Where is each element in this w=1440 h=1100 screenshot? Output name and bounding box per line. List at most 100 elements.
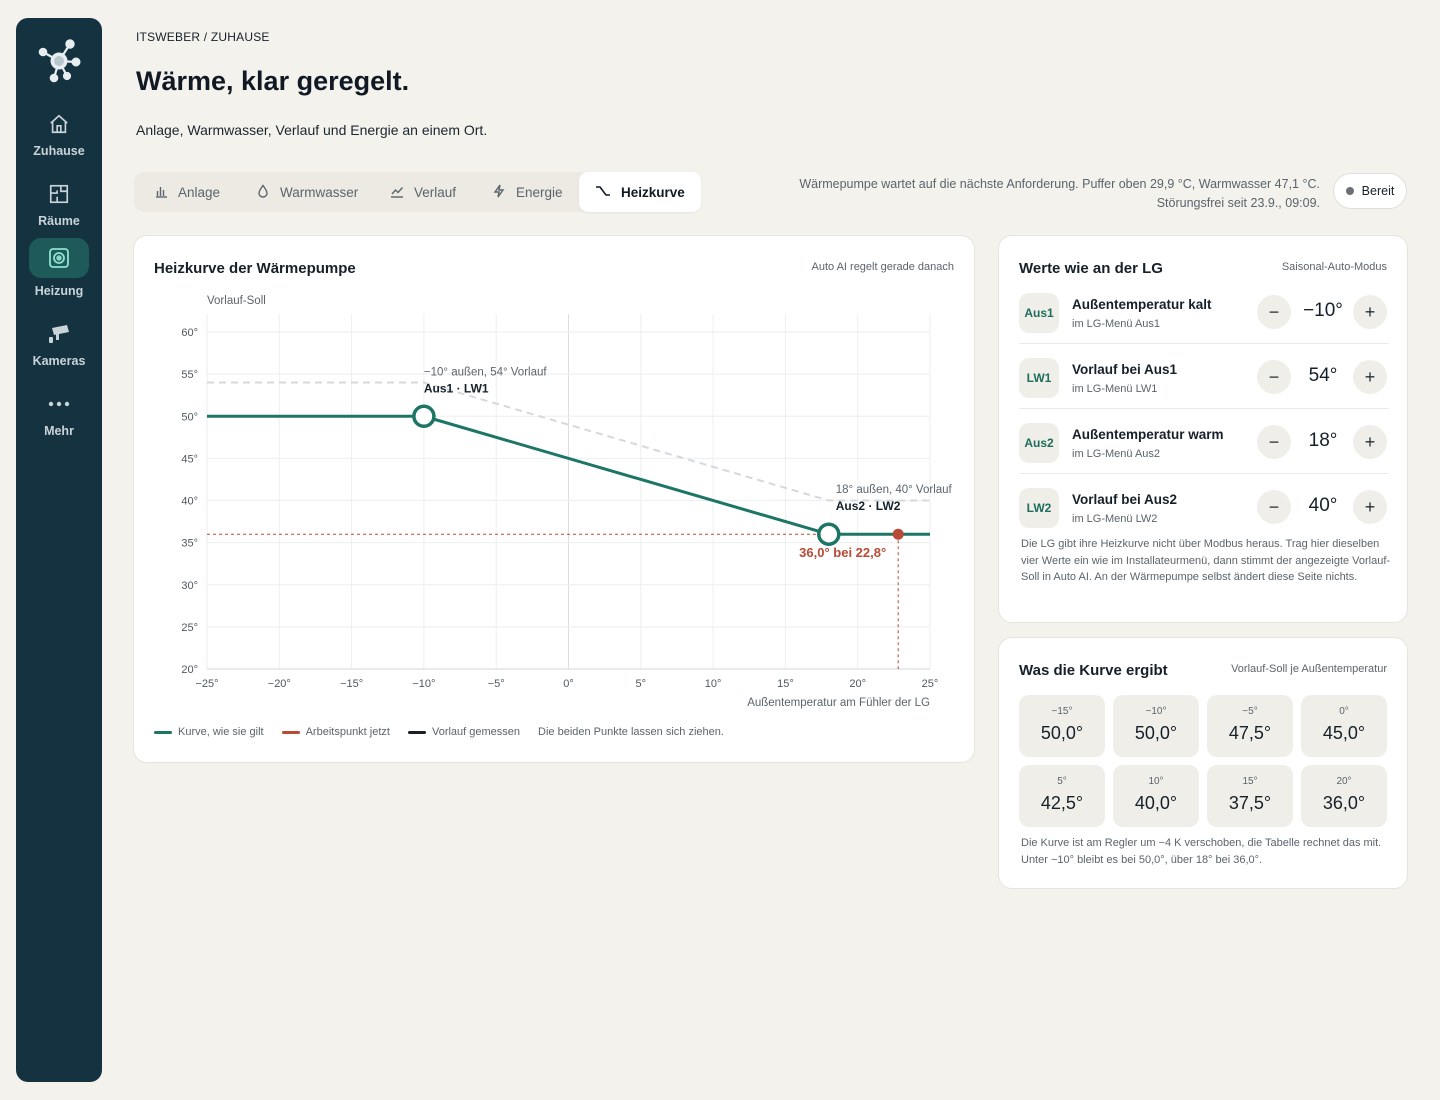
legend-item-point: Arbeitspunkt jetzt <box>281 726 390 738</box>
lg-row-value: 18° <box>1308 430 1338 451</box>
card-title: Was die Kurve ergibt <box>1019 662 1168 679</box>
card-note: Saisonal-Auto-Modus <box>1281 261 1387 273</box>
curve-handle[interactable] <box>817 522 841 546</box>
tab-bar: Anlage Warmwasser Verlauf Energie Heizku… <box>134 172 701 212</box>
floorplan-icon <box>45 180 73 208</box>
nav-item-zuhause[interactable]: Zuhause <box>16 110 102 174</box>
tab-heizkurve[interactable]: Heizkurve <box>579 172 701 212</box>
nav-item-heizung[interactable]: Heizung <box>16 238 102 314</box>
tab-label: Energie <box>516 184 563 200</box>
status-text: Wärmepumpe wartet auf die nächste Anford… <box>799 175 1320 213</box>
card-title: Heizkurve der Wärmepumpe <box>154 260 356 277</box>
x-tick-label: 25° <box>922 678 939 690</box>
tile-temp: 20° <box>1336 776 1352 787</box>
decrement-button[interactable]: − <box>1257 490 1291 524</box>
nav-label: Zuhause <box>33 144 85 158</box>
y-axis-label: Vorlauf-Soll <box>207 295 266 307</box>
legend-swatch <box>407 730 426 734</box>
code-badge: LW1 <box>1019 358 1059 398</box>
legend-label: Arbeitspunkt jetzt <box>305 726 390 738</box>
operating-point-marker <box>892 528 904 540</box>
increment-button[interactable]: + <box>1353 425 1387 459</box>
lg-row-name: Außentemperatur warm <box>1072 427 1224 442</box>
lg-values-card: Werte wie an der LG Saisonal-Auto-Modus … <box>998 235 1408 623</box>
plus-icon: + <box>1364 496 1376 517</box>
status-badge-label: Bereit <box>1361 184 1395 198</box>
result-tile: −10° 50,0° <box>1113 695 1199 757</box>
legend-swatch <box>281 730 300 734</box>
result-tile: 20° 36,0° <box>1301 765 1387 827</box>
page-title: Wärme, klar geregelt. <box>136 66 410 96</box>
legend-item-measured: Vorlauf gemessen <box>407 726 520 738</box>
plus-icon: + <box>1364 366 1376 387</box>
x-tick-label: −20° <box>268 678 291 690</box>
increment-button[interactable]: + <box>1353 360 1387 394</box>
minus-icon: − <box>1268 366 1280 387</box>
tile-value: 45,0° <box>1322 723 1366 743</box>
card-note: Vorlauf-Soll je Außentemperatur <box>1231 663 1387 675</box>
tab-anlage[interactable]: Anlage <box>154 172 220 212</box>
reference-curve <box>207 381 930 502</box>
legend-hint: Die beiden Punkte lassen sich ziehen. <box>538 726 724 738</box>
code-badge: Aus2 <box>1019 423 1059 463</box>
result-tile: −5° 47,5° <box>1207 695 1293 757</box>
decrement-button[interactable]: − <box>1257 360 1291 394</box>
y-tick-label: 60° <box>181 327 198 339</box>
tile-value: 50,0° <box>1134 723 1178 743</box>
increment-button[interactable]: + <box>1353 490 1387 524</box>
lg-row-value: −10° <box>1303 300 1343 321</box>
operating-point-label: 36,0° bei 22,8° <box>799 545 886 560</box>
tab-label: Anlage <box>178 184 221 200</box>
decrement-button[interactable]: − <box>1257 295 1291 329</box>
nav-label: Mehr <box>44 424 74 438</box>
x-tick-label: 15° <box>777 678 794 690</box>
x-axis-label: Außentemperatur am Fühler der LG <box>747 697 930 709</box>
tile-temp: −15° <box>1051 706 1073 717</box>
tile-temp: −10° <box>1145 706 1167 717</box>
y-tick-label: 45° <box>181 453 198 465</box>
drop-icon <box>256 183 280 201</box>
tab-verlauf[interactable]: Verlauf <box>390 172 456 212</box>
tile-temp: 10° <box>1148 776 1164 787</box>
y-tick-label: 25° <box>181 622 198 634</box>
plus-icon: + <box>1364 431 1376 452</box>
legend-item-curve: Kurve, wie sie gilt <box>154 726 264 738</box>
tile-temp: 5° <box>1057 776 1067 787</box>
tab-label: Heizkurve <box>621 184 685 200</box>
lg-row-name: Vorlauf bei Aus1 <box>1072 362 1178 377</box>
lg-row-name: Außentemperatur kalt <box>1072 297 1212 312</box>
y-tick-label: 55° <box>181 369 198 381</box>
tab-energie[interactable]: Energie <box>492 172 563 212</box>
curve-handle[interactable] <box>412 404 436 428</box>
nav-item-mehr[interactable]: Mehr <box>16 390 102 454</box>
logo-icon[interactable] <box>34 36 84 86</box>
chart-legend: Kurve, wie sie gilt Arbeitspunkt jetzt V… <box>154 726 742 738</box>
minus-icon: − <box>1268 431 1280 452</box>
result-tile: 0° 45,0° <box>1301 695 1387 757</box>
decrement-button[interactable]: − <box>1257 425 1291 459</box>
trend-icon <box>390 184 414 201</box>
tile-value: 40,0° <box>1134 793 1178 813</box>
x-tick-label: −10° <box>412 678 435 690</box>
nav-label: Heizung <box>34 284 84 298</box>
lg-row-lw2: LW2 Vorlauf bei Aus2 im LG-Menü LW2 − 40… <box>1019 475 1389 539</box>
tab-warmwasser[interactable]: Warmwasser <box>256 172 358 212</box>
home-icon <box>45 110 73 138</box>
increment-button[interactable]: + <box>1353 295 1387 329</box>
result-tile: 10° 40,0° <box>1113 765 1199 827</box>
heating-curve-card: Heizkurve der Wärmepumpe Auto AI regelt … <box>133 235 975 763</box>
nav-item-raeume[interactable]: Räume <box>16 180 102 244</box>
plus-icon: + <box>1364 301 1376 322</box>
lg-explanation: Die LG gibt ihre Heizkurve nicht über Mo… <box>1021 538 1391 583</box>
handle-label: Aus2 · LW2 <box>836 499 901 513</box>
tile-value: 42,5° <box>1040 793 1084 813</box>
camera-icon <box>45 320 73 348</box>
lg-row-value: 54° <box>1308 365 1338 386</box>
legend-label: Kurve, wie sie gilt <box>178 726 264 738</box>
status-dot <box>1345 187 1354 195</box>
tile-temp: 15° <box>1242 776 1258 787</box>
tab-label: Warmwasser <box>280 184 359 200</box>
x-tick-label: 0° <box>563 678 574 690</box>
nav-item-kameras[interactable]: Kameras <box>16 320 102 384</box>
status-badge[interactable]: Bereit <box>1333 173 1407 209</box>
